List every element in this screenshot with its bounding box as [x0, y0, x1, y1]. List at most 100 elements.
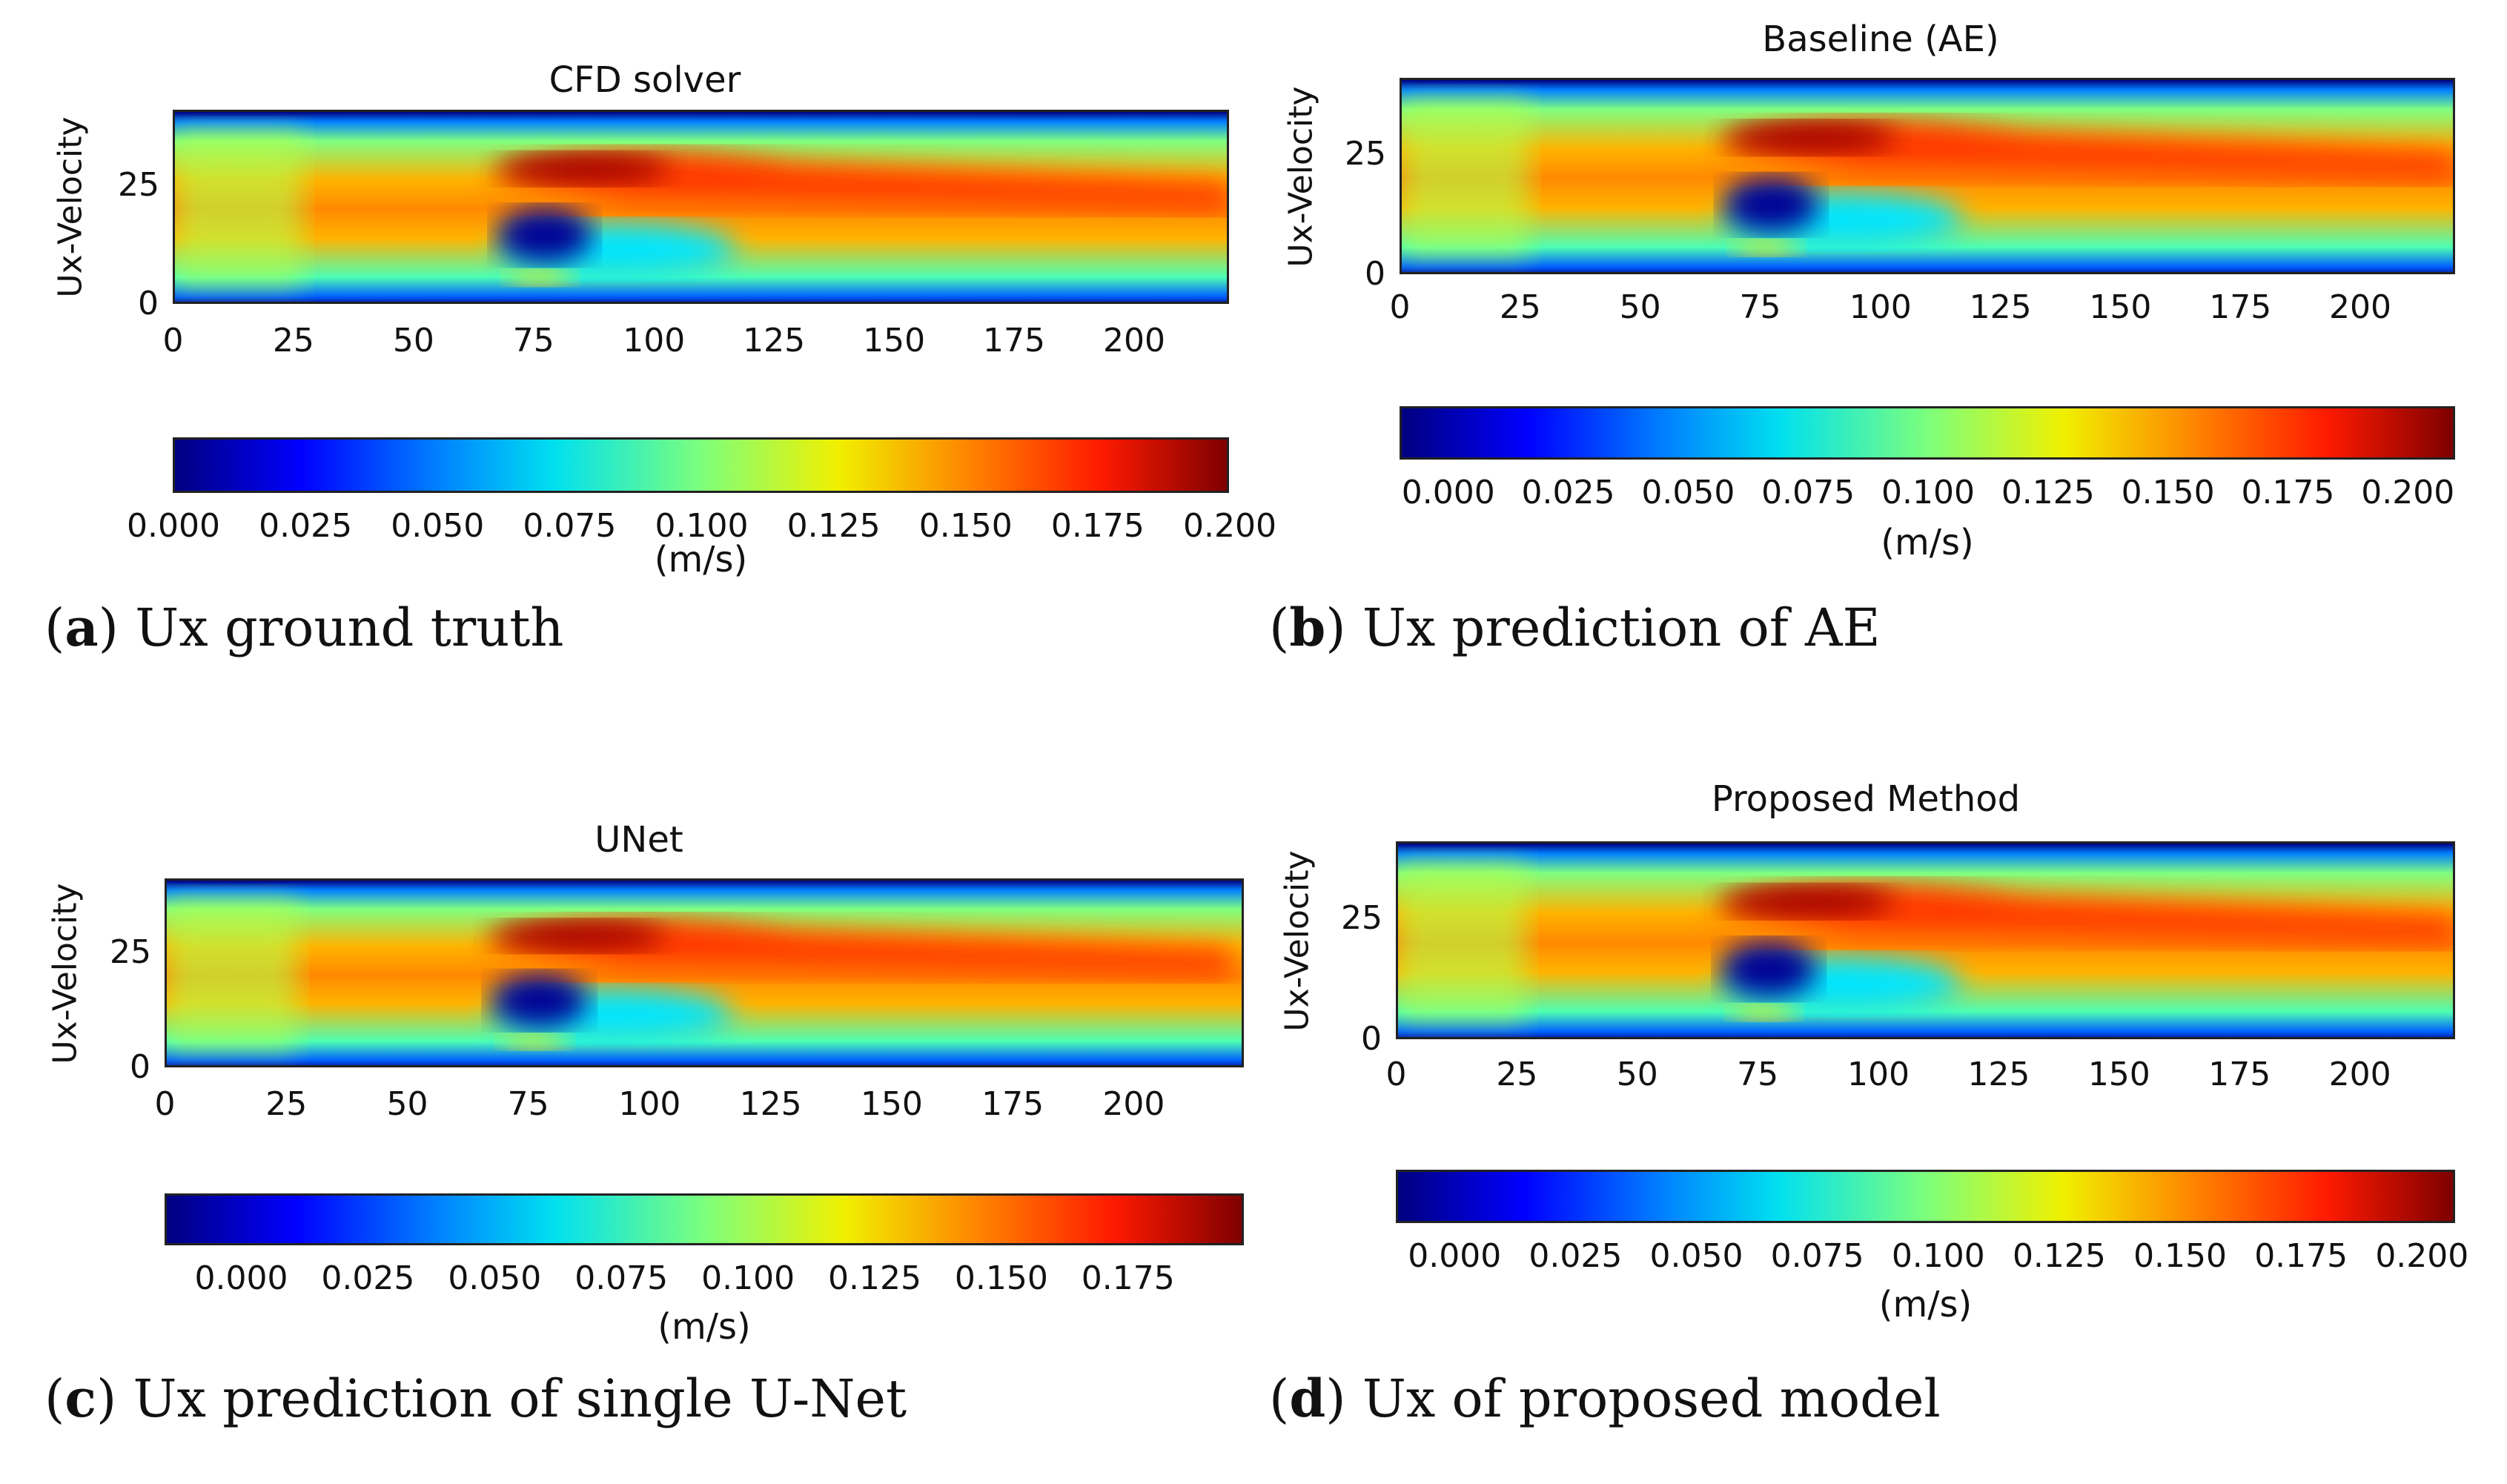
x-tick-label: 100 [623, 322, 686, 360]
colorbar-tick-label: 0.150 [2133, 1237, 2228, 1275]
colorbar-tick-label: 0.150 [954, 1259, 1048, 1297]
caption-paren-open: ( [1269, 1368, 1290, 1429]
lower-spot [1732, 239, 1801, 256]
colorbar-tick-label: 0.075 [523, 507, 617, 545]
wake-jet [481, 918, 1232, 978]
caption-text: Ux of proposed model [1345, 1368, 1941, 1429]
x-tick-label: 125 [739, 1085, 802, 1123]
caption-text: Ux prediction of AE [1345, 597, 1881, 658]
x-tick-label: 200 [1102, 1085, 1165, 1123]
x-tick-label: 25 [1496, 1056, 1538, 1093]
x-tick-label: 200 [2328, 1056, 2391, 1093]
colorbar-tick-label: 0.200 [1183, 507, 1276, 545]
x-tick-label: 50 [392, 322, 434, 360]
caption-letter: c [64, 1368, 96, 1429]
x-tick-label: 0 [1385, 1056, 1407, 1093]
colorbar-tick-label: 0.125 [786, 507, 881, 545]
x-tick-label: 175 [981, 1085, 1044, 1123]
velocity-field [165, 878, 1244, 1067]
chart-title: CFD solver [549, 59, 741, 101]
x-tick-label: 0 [1389, 288, 1411, 326]
x-tick-label: 0 [162, 322, 184, 360]
x-tick-label: 25 [265, 1085, 308, 1123]
y-tick-label: 25 [110, 933, 151, 971]
lower-spot [506, 270, 574, 286]
x-tick-label: 200 [2329, 288, 2392, 326]
caption-letter: d [1289, 1368, 1326, 1429]
x-tick-label: 50 [386, 1085, 428, 1123]
caption-paren-open: ( [1269, 597, 1290, 658]
y-tick-label: 0 [1361, 1020, 1382, 1058]
colorbar-tick-label: 0.025 [1529, 1237, 1623, 1275]
colorbar-tick-label: 0.100 [1891, 1237, 1985, 1275]
x-tick-label: 50 [1619, 288, 1661, 326]
caption-paren-close: ) [1325, 1368, 1346, 1429]
colorbar-tick-label: 0.175 [2241, 474, 2335, 511]
colorbar-tick-label: 0.175 [1081, 1259, 1175, 1297]
x-tick-label: 25 [272, 322, 314, 360]
colorbar-tick-label: 0.000 [1408, 1237, 1502, 1275]
colorbar-tick-label: 0.125 [827, 1259, 921, 1297]
colorbar-tick-label: 0.100 [655, 507, 749, 545]
colorbar-tick-label: 0.025 [1521, 474, 1615, 511]
colorbar-tick-label: 0.025 [259, 507, 353, 545]
panel-caption: (b) Ux prediction of AE [1269, 597, 1881, 658]
caption-text: Ux prediction of single U-Net [116, 1368, 907, 1429]
caption-paren-close: ) [1325, 597, 1346, 658]
colorbar-unit-label: (m/s) [654, 539, 748, 580]
y-tick-label: 0 [1365, 255, 1385, 293]
colorbar-tick-label: 0.175 [2254, 1237, 2348, 1275]
jet-core [1721, 885, 1895, 918]
panel-caption: (d) Ux of proposed model [1269, 1368, 1941, 1429]
colorbar [165, 1193, 1244, 1245]
x-tick-label: 75 [512, 322, 554, 360]
inlet-region [167, 899, 297, 1051]
x-tick-label: 125 [1967, 1056, 2030, 1093]
cylinder-obstacle [491, 974, 589, 1027]
colorbar-tick-label: 0.200 [2361, 474, 2455, 511]
x-tick-label: 50 [1616, 1056, 1658, 1093]
x-tick-label: 100 [1847, 1056, 1910, 1093]
inlet-region [1398, 863, 1526, 1022]
x-tick-label: 200 [1102, 322, 1165, 360]
colorbar-tick-label: 0.050 [1641, 474, 1735, 511]
colorbar-tick-label: 0.125 [2012, 1237, 2106, 1275]
x-tick-label: 150 [2089, 288, 2152, 326]
caption-letter: a [64, 597, 99, 658]
colorbar [1400, 406, 2455, 460]
colorbar-unit-label: (m/s) [1878, 1284, 1973, 1325]
y-tick-label: 25 [1345, 135, 1386, 173]
caption-paren-close: ) [96, 1368, 117, 1429]
lower-spot [1730, 1004, 1798, 1021]
colorbar-tick-label: 0.050 [391, 507, 485, 545]
lower-spot [500, 1034, 569, 1050]
wake-jet [487, 150, 1227, 212]
x-tick-label: 100 [618, 1085, 681, 1123]
colorbar-unit-label: (m/s) [1881, 522, 1974, 563]
caption-letter: b [1289, 597, 1326, 658]
y-tick-label: 25 [1341, 899, 1382, 938]
colorbar-tick-label: 0.100 [701, 1259, 795, 1297]
cylinder-obstacle [1723, 176, 1820, 233]
colorbar-tick-label: 0.000 [1401, 474, 1495, 511]
y-axis-label: Ux-Velocity [1278, 849, 1317, 1032]
x-tick-label: 150 [863, 322, 926, 360]
colorbar-tick-label: 0.150 [2121, 474, 2215, 511]
y-axis-label: Ux-Velocity [51, 116, 90, 298]
x-tick-label: 125 [1969, 288, 2032, 326]
colorbar [1396, 1170, 2455, 1223]
colorbar-unit-label: (m/s) [658, 1306, 751, 1348]
x-tick-label: 75 [507, 1085, 549, 1123]
panel-caption: (c) Ux prediction of single U-Net [44, 1368, 907, 1429]
velocity-field [1400, 78, 2455, 274]
colorbar-tick-label: 0.125 [2001, 474, 2095, 511]
colorbar-tick-label: 0.000 [194, 1259, 288, 1297]
wake-jet [1711, 882, 2453, 945]
x-tick-label: 100 [1849, 288, 1912, 326]
x-tick-label: 25 [1499, 288, 1541, 326]
jet-core [1723, 122, 1896, 153]
x-tick-label: 175 [2209, 288, 2272, 326]
jet-core [491, 921, 666, 952]
colorbar-tick-label: 0.100 [1881, 474, 1975, 511]
chart-title: Baseline (AE) [1762, 19, 1999, 60]
